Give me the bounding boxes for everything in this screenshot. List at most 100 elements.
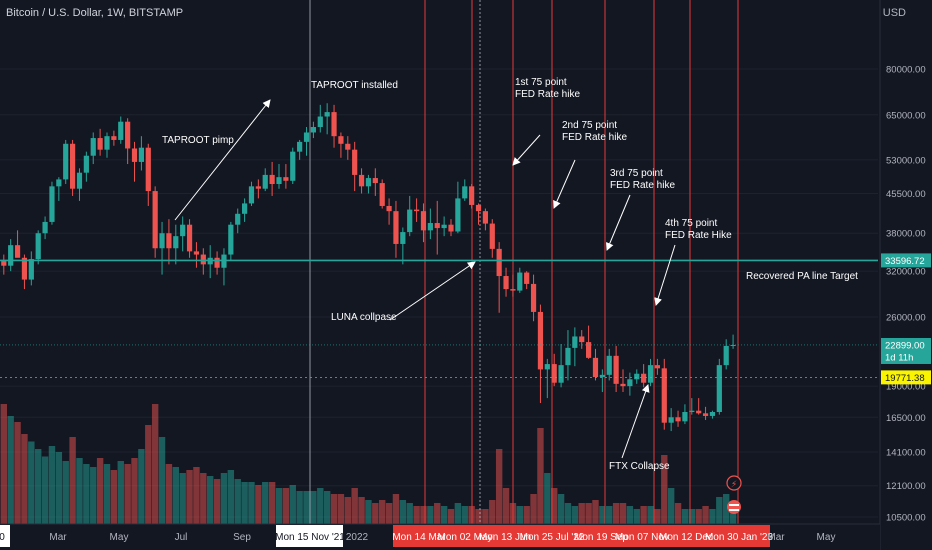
volume-bar bbox=[612, 503, 620, 524]
volume-bar bbox=[248, 482, 255, 524]
candle-body bbox=[365, 178, 372, 187]
x-tick-label: 0 bbox=[0, 532, 5, 543]
candle-body bbox=[654, 365, 660, 369]
candle-body bbox=[70, 143, 76, 189]
x-tick-label: Mon 12 Dec bbox=[659, 532, 713, 543]
y-tick-label: 80000.00 bbox=[886, 65, 926, 76]
candle-body bbox=[145, 147, 151, 192]
volume-bar bbox=[62, 461, 69, 524]
volume-bar bbox=[399, 500, 407, 524]
candle-body bbox=[352, 149, 358, 175]
volume-bar bbox=[7, 416, 14, 524]
x-tick-label: 2022 bbox=[346, 532, 369, 543]
volume-bar bbox=[172, 467, 179, 524]
volume-bar bbox=[667, 488, 675, 524]
volume-bar bbox=[55, 452, 63, 524]
volume-bar bbox=[372, 503, 379, 524]
candle-body bbox=[180, 224, 186, 237]
volume-bar bbox=[681, 509, 689, 524]
candle-body bbox=[14, 245, 21, 258]
volume-bar bbox=[723, 494, 730, 524]
volume-bar bbox=[165, 464, 173, 524]
volume-bar bbox=[200, 473, 207, 524]
x-tick-label: Mon 14 Mar bbox=[392, 532, 446, 543]
candle-body bbox=[661, 368, 667, 423]
candle-body bbox=[358, 174, 365, 187]
y-tick-label: 14100.00 bbox=[886, 447, 926, 458]
y-tick-label: 45500.00 bbox=[886, 189, 926, 200]
candle-body bbox=[159, 233, 165, 249]
annotation-arrow-0 bbox=[174, 99, 271, 221]
candle-body bbox=[35, 233, 41, 260]
annotation-arrow-4 bbox=[654, 244, 676, 306]
y-tick-label: 32000.00 bbox=[886, 267, 926, 278]
annotation-2: 1st 75 point FED Rate hike bbox=[515, 77, 580, 100]
candle-body bbox=[262, 174, 268, 189]
candle-body bbox=[723, 345, 729, 366]
candle-body bbox=[675, 417, 681, 422]
annotation-3: 2nd 75 point FED Rate hike bbox=[562, 120, 627, 143]
candle-body bbox=[482, 211, 488, 224]
candle-body bbox=[21, 257, 28, 280]
volume-bar bbox=[461, 506, 468, 524]
candle-body bbox=[668, 417, 674, 423]
flag-stripe bbox=[729, 509, 739, 511]
candle-body bbox=[599, 374, 605, 378]
volume-bar bbox=[337, 494, 345, 524]
x-tick-label: Mon 15 Nov '21 bbox=[275, 532, 345, 543]
candle-body bbox=[338, 136, 344, 144]
candle-body bbox=[111, 136, 117, 140]
volume-bar bbox=[640, 506, 647, 524]
volume-bar bbox=[262, 482, 269, 524]
candle-body bbox=[193, 251, 200, 255]
volume-bar bbox=[138, 449, 145, 524]
volume-bar bbox=[557, 494, 565, 524]
candle-body bbox=[606, 355, 612, 375]
y-tick-label: 53000.00 bbox=[886, 155, 926, 166]
candle-body bbox=[586, 342, 592, 358]
volume-bar bbox=[619, 503, 627, 524]
volume-bar bbox=[489, 500, 496, 524]
candle-body bbox=[118, 121, 124, 140]
volume-bar bbox=[495, 449, 503, 524]
volume-bar bbox=[323, 491, 331, 524]
annotation-arrow-5 bbox=[389, 261, 476, 321]
last-price-tag bbox=[881, 337, 931, 364]
candle-body bbox=[475, 204, 482, 212]
candle-body bbox=[276, 177, 282, 185]
lightning-glyph: ⚡ bbox=[731, 480, 737, 490]
candle-body bbox=[696, 410, 702, 414]
candle-body bbox=[730, 344, 736, 346]
volume-bar bbox=[688, 509, 695, 524]
volume-bar bbox=[413, 506, 420, 524]
volume-bar bbox=[564, 503, 572, 524]
volume-bar bbox=[633, 509, 640, 524]
candle-body bbox=[90, 138, 96, 156]
candle-body bbox=[372, 178, 378, 184]
volume-bar bbox=[317, 488, 324, 524]
volume-bar bbox=[117, 461, 124, 524]
volume-bar bbox=[179, 473, 186, 524]
candle-body bbox=[592, 357, 599, 378]
candle-body bbox=[448, 224, 454, 232]
volume-bar bbox=[41, 456, 49, 524]
volume-bar bbox=[145, 425, 152, 524]
x-tick-label: May bbox=[817, 532, 836, 543]
candle-body bbox=[627, 379, 633, 387]
annotation-5: 4th 75 point FED Rate Hike bbox=[665, 218, 732, 241]
volume-bar bbox=[551, 488, 558, 524]
candle-body bbox=[434, 223, 440, 229]
candle-body bbox=[331, 112, 337, 137]
flag-icon bbox=[727, 500, 741, 514]
candle-body bbox=[242, 203, 248, 214]
volume-bar bbox=[351, 488, 358, 524]
volume-bar bbox=[654, 509, 661, 524]
candle-body bbox=[166, 233, 172, 249]
candle-body bbox=[8, 245, 14, 266]
candle-body bbox=[49, 186, 55, 222]
volume-bar bbox=[275, 488, 283, 524]
volume-bar bbox=[544, 473, 551, 524]
candle-body bbox=[63, 143, 69, 180]
candle-body bbox=[489, 223, 495, 249]
